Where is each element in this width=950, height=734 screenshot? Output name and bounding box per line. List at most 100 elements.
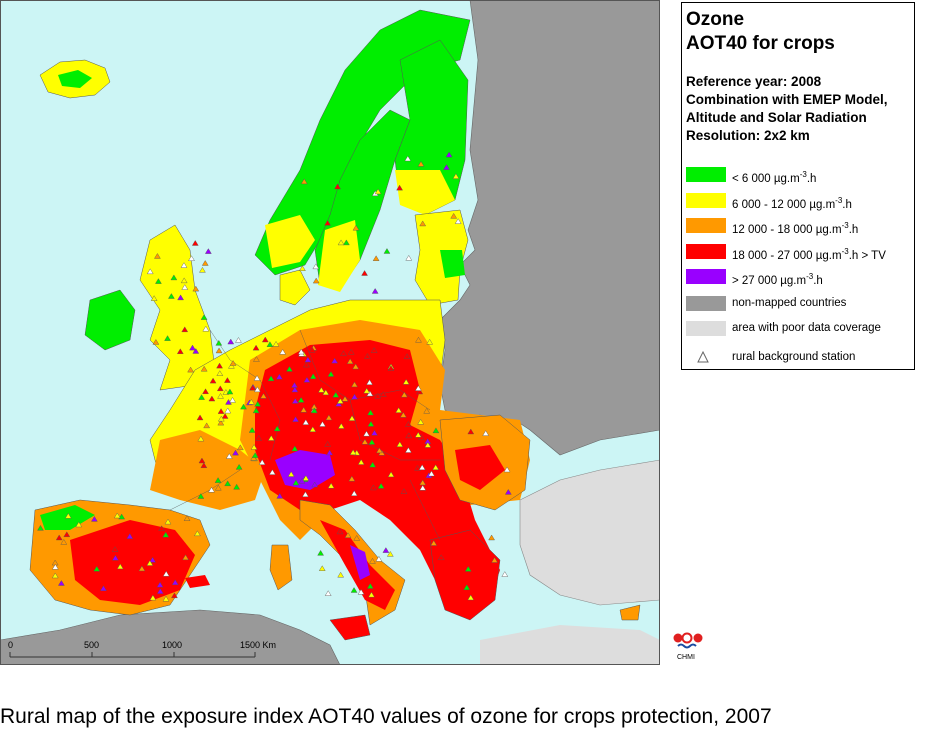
station-marker — [126, 533, 134, 539]
label-18000-27000: 18 000 - 27 000 µg.m-3.h > TV — [732, 246, 886, 262]
station-marker — [419, 220, 427, 227]
station-marker — [240, 403, 247, 410]
station-marker — [405, 447, 412, 453]
station-marker — [374, 392, 382, 399]
denmark — [279, 269, 311, 306]
legend-info-line2: Combination with EMEP Model, — [686, 92, 888, 107]
station-marker — [217, 408, 225, 414]
cyprus — [619, 604, 641, 621]
station-marker — [357, 459, 365, 465]
station-marker — [146, 268, 154, 275]
station-marker — [336, 528, 344, 535]
station-marker — [214, 477, 222, 483]
station-marker — [171, 579, 179, 585]
station-marker — [309, 426, 317, 432]
station-marker — [224, 377, 231, 383]
swatch-12000-18000 — [686, 218, 726, 233]
station-marker — [371, 429, 378, 436]
station-marker — [369, 558, 376, 564]
station-marker — [432, 464, 440, 470]
station-marker — [419, 479, 427, 486]
station-marker — [75, 521, 83, 528]
station-marker — [276, 373, 283, 380]
station-marker — [272, 341, 280, 347]
station-marker — [304, 356, 312, 363]
station-marker — [292, 479, 300, 486]
station-marker — [181, 284, 189, 290]
station-marker — [235, 463, 243, 470]
station-marker — [418, 464, 426, 470]
station-marker — [402, 378, 410, 385]
station-markers — [37, 151, 512, 602]
scale-tick-500: 500 — [84, 640, 99, 650]
station-marker — [180, 262, 188, 268]
station-marker — [149, 556, 156, 563]
station-marker — [324, 590, 332, 596]
station-marker — [116, 563, 124, 570]
station-marker — [340, 350, 347, 357]
station-marker — [414, 431, 422, 438]
legend-info-line1: Reference year: 2008 — [686, 74, 822, 89]
station-marker — [197, 493, 205, 499]
label-6000-12000: 6 000 - 12 000 µg.m-3.h — [732, 195, 852, 211]
station-marker — [364, 353, 371, 359]
country-borders — [169, 329, 441, 541]
norway — [254, 9, 471, 276]
station-marker — [287, 471, 295, 477]
station-marker — [291, 445, 299, 452]
station-marker — [317, 549, 324, 556]
station-marker — [350, 587, 358, 593]
station-marker — [198, 457, 206, 464]
station-marker — [146, 560, 154, 566]
map-legend: Ozone AOT40 for crops Reference year: 20… — [681, 2, 915, 370]
station-marker — [361, 438, 369, 445]
swatch-18000-27000 — [686, 243, 726, 259]
station-marker — [386, 551, 394, 557]
station-marker — [196, 414, 204, 421]
station-marker — [91, 516, 98, 522]
station-marker — [217, 419, 225, 426]
label-gt-27000: > 27 000 µg.m-3.h — [732, 272, 823, 287]
station-marker — [232, 449, 239, 456]
station-marker — [387, 365, 395, 371]
station-marker — [336, 398, 344, 404]
station-marker — [279, 348, 287, 355]
station-marker — [405, 432, 413, 439]
station-marker — [176, 348, 184, 354]
station-marker — [396, 441, 404, 447]
station-marker — [310, 407, 318, 414]
station-marker — [366, 379, 373, 385]
station-marker — [415, 336, 422, 343]
station-marker — [261, 336, 269, 343]
station-marker — [188, 255, 195, 261]
station-marker — [414, 465, 421, 471]
station-marker — [312, 277, 320, 284]
station-marker — [93, 565, 101, 572]
non-mapped-africa-east — [480, 625, 660, 665]
swatch-non-mapped — [686, 296, 726, 311]
station-marker — [367, 409, 374, 416]
station-marker — [344, 532, 352, 538]
station-marker — [216, 385, 224, 392]
station-marker — [252, 407, 260, 414]
station-marker — [309, 373, 317, 379]
station-marker — [221, 413, 229, 419]
station-marker — [337, 423, 345, 429]
station-marker — [347, 348, 355, 355]
station-marker — [332, 391, 340, 398]
station-marker — [291, 386, 299, 393]
legend-info-line3: Altitude and Solar Radiation — [686, 110, 867, 125]
station-marker — [60, 539, 68, 545]
station-marker — [351, 393, 358, 400]
scale-bar: 0 500 1000 1500 Km — [8, 640, 276, 658]
station-marker — [229, 397, 236, 403]
station-marker — [337, 571, 345, 578]
station-marker — [297, 396, 305, 403]
station-marker — [51, 572, 59, 579]
station-marker — [467, 594, 475, 601]
station-marker — [64, 512, 72, 519]
station-marker — [503, 466, 511, 473]
station-marker — [424, 442, 432, 448]
station-marker — [37, 524, 44, 531]
station-marker — [416, 388, 424, 395]
